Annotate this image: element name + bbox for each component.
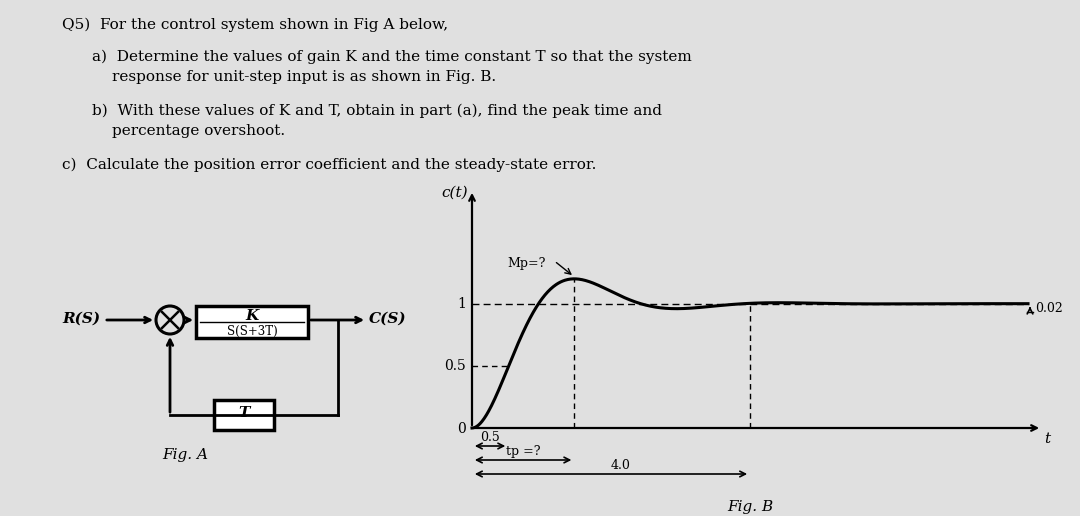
Text: 1: 1 [457,297,465,311]
Bar [214,400,274,430]
Text: response for unit-step input is as shown in Fig. B.: response for unit-step input is as shown… [112,70,496,84]
Text: t: t [1044,432,1050,446]
Text: T: T [239,406,249,420]
Text: tp =?: tp =? [505,445,540,458]
Text: 0.02: 0.02 [1035,301,1063,315]
Text: Fig. B: Fig. B [727,500,773,514]
Text: c(t): c(t) [442,186,468,200]
Bar [195,306,308,338]
Text: R(S): R(S) [62,312,100,326]
Text: K: K [245,309,258,323]
Text: 4.0: 4.0 [611,459,631,472]
Text: 0.5: 0.5 [481,431,500,444]
Text: b)  With these values of K and T, obtain in part (a), find the peak time and: b) With these values of K and T, obtain … [92,104,662,118]
Text: 0.5: 0.5 [444,359,465,373]
Text: Mp=?: Mp=? [507,257,545,270]
Text: C(S): C(S) [369,312,407,326]
Text: S(S+3T): S(S+3T) [227,325,278,338]
Text: Fig. A: Fig. A [162,448,208,462]
Text: Q5)  For the control system shown in Fig A below,: Q5) For the control system shown in Fig … [62,18,448,33]
Text: percentage overshoot.: percentage overshoot. [112,124,285,138]
Text: c)  Calculate the position error coefficient and the steady-state error.: c) Calculate the position error coeffici… [62,158,596,172]
Text: a)  Determine the values of gain K and the time constant T so that the system: a) Determine the values of gain K and th… [92,50,692,64]
Text: 0: 0 [457,422,465,436]
